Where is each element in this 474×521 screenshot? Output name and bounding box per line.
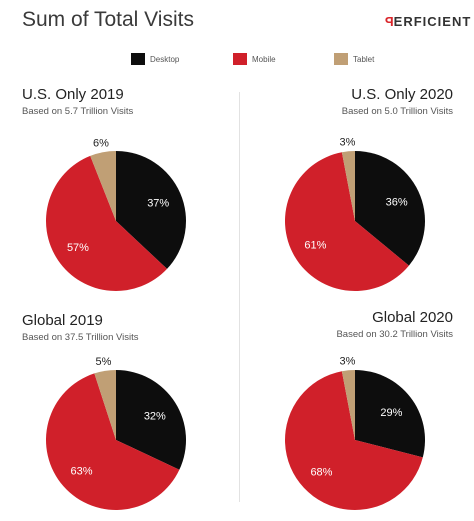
legend: Desktop Mobile Tablet xyxy=(0,53,474,67)
pie-label-desktop: 36% xyxy=(386,196,408,208)
pie-slice-tablet xyxy=(341,370,355,440)
panel-subtitle-global-2020: Based on 30.2 Trillion Visits xyxy=(336,329,453,340)
panel-title-us-2019: U.S. Only 2019 xyxy=(22,86,124,103)
pie-label-mobile: 61% xyxy=(304,239,326,251)
pie-slice-tablet xyxy=(94,370,116,440)
legend-label-mobile: Mobile xyxy=(252,54,276,64)
panel-subtitle-global-2019: Based on 37.5 Trillion Visits xyxy=(22,332,139,343)
pie-slice-tablet xyxy=(90,151,116,221)
pie-label-mobile: 63% xyxy=(70,465,92,477)
pie-label-mobile: 68% xyxy=(310,466,332,478)
pie-us-2020: 36% 61% 3% xyxy=(285,136,426,291)
pie-label-tablet: 6% xyxy=(93,137,109,149)
logo-text: ERFICIENT xyxy=(393,14,472,29)
panel-title-global-2020: Global 2020 xyxy=(372,309,453,326)
legend-item-tablet: Tablet xyxy=(334,53,374,65)
legend-swatch-mobile xyxy=(233,53,247,65)
pie-slice-desktop xyxy=(355,370,425,458)
pie-label-desktop: 37% xyxy=(147,198,169,210)
pie-label-mobile: 57% xyxy=(67,242,89,254)
panel-subtitle-us-2020: Based on 5.0 Trillion Visits xyxy=(341,106,453,117)
pie-global-2020: 29% 68% 3% xyxy=(285,355,425,511)
legend-swatch-tablet xyxy=(334,53,348,65)
pie-slice-tablet xyxy=(341,151,355,221)
pie-slice-mobile xyxy=(285,152,409,291)
pie-slice-desktop xyxy=(355,151,426,266)
chart-main-title: Sum of Total Visits xyxy=(22,8,194,31)
pie-slice-mobile xyxy=(46,155,168,291)
pie-label-tablet: 3% xyxy=(340,136,356,148)
panel-title-global-2019: Global 2019 xyxy=(22,312,103,329)
pie-global-2019: 32% 63% 5% xyxy=(46,356,187,511)
legend-item-desktop: Desktop xyxy=(131,53,179,65)
panel-subtitle-us-2019: Based on 5.7 Trillion Visits xyxy=(22,106,134,117)
pie-us-2019: 37% 57% 6% xyxy=(46,137,186,291)
pie-label-tablet: 3% xyxy=(340,355,356,367)
perficient-logo: PERFICIENT xyxy=(384,14,471,29)
panel-title-us-2020: U.S. Only 2020 xyxy=(351,86,453,103)
legend-item-mobile: Mobile xyxy=(233,53,276,65)
pie-slice-desktop xyxy=(116,151,186,269)
panel-divider xyxy=(239,92,240,502)
legend-swatch-desktop xyxy=(131,53,145,65)
pie-slice-mobile xyxy=(285,371,423,511)
pie-label-desktop: 29% xyxy=(380,407,402,419)
pie-label-tablet: 5% xyxy=(96,356,112,368)
legend-label-tablet: Tablet xyxy=(353,54,375,64)
legend-label-desktop: Desktop xyxy=(150,54,180,64)
pie-label-desktop: 32% xyxy=(144,410,166,422)
pie-slice-mobile xyxy=(46,373,180,511)
pie-slice-desktop xyxy=(116,370,187,470)
